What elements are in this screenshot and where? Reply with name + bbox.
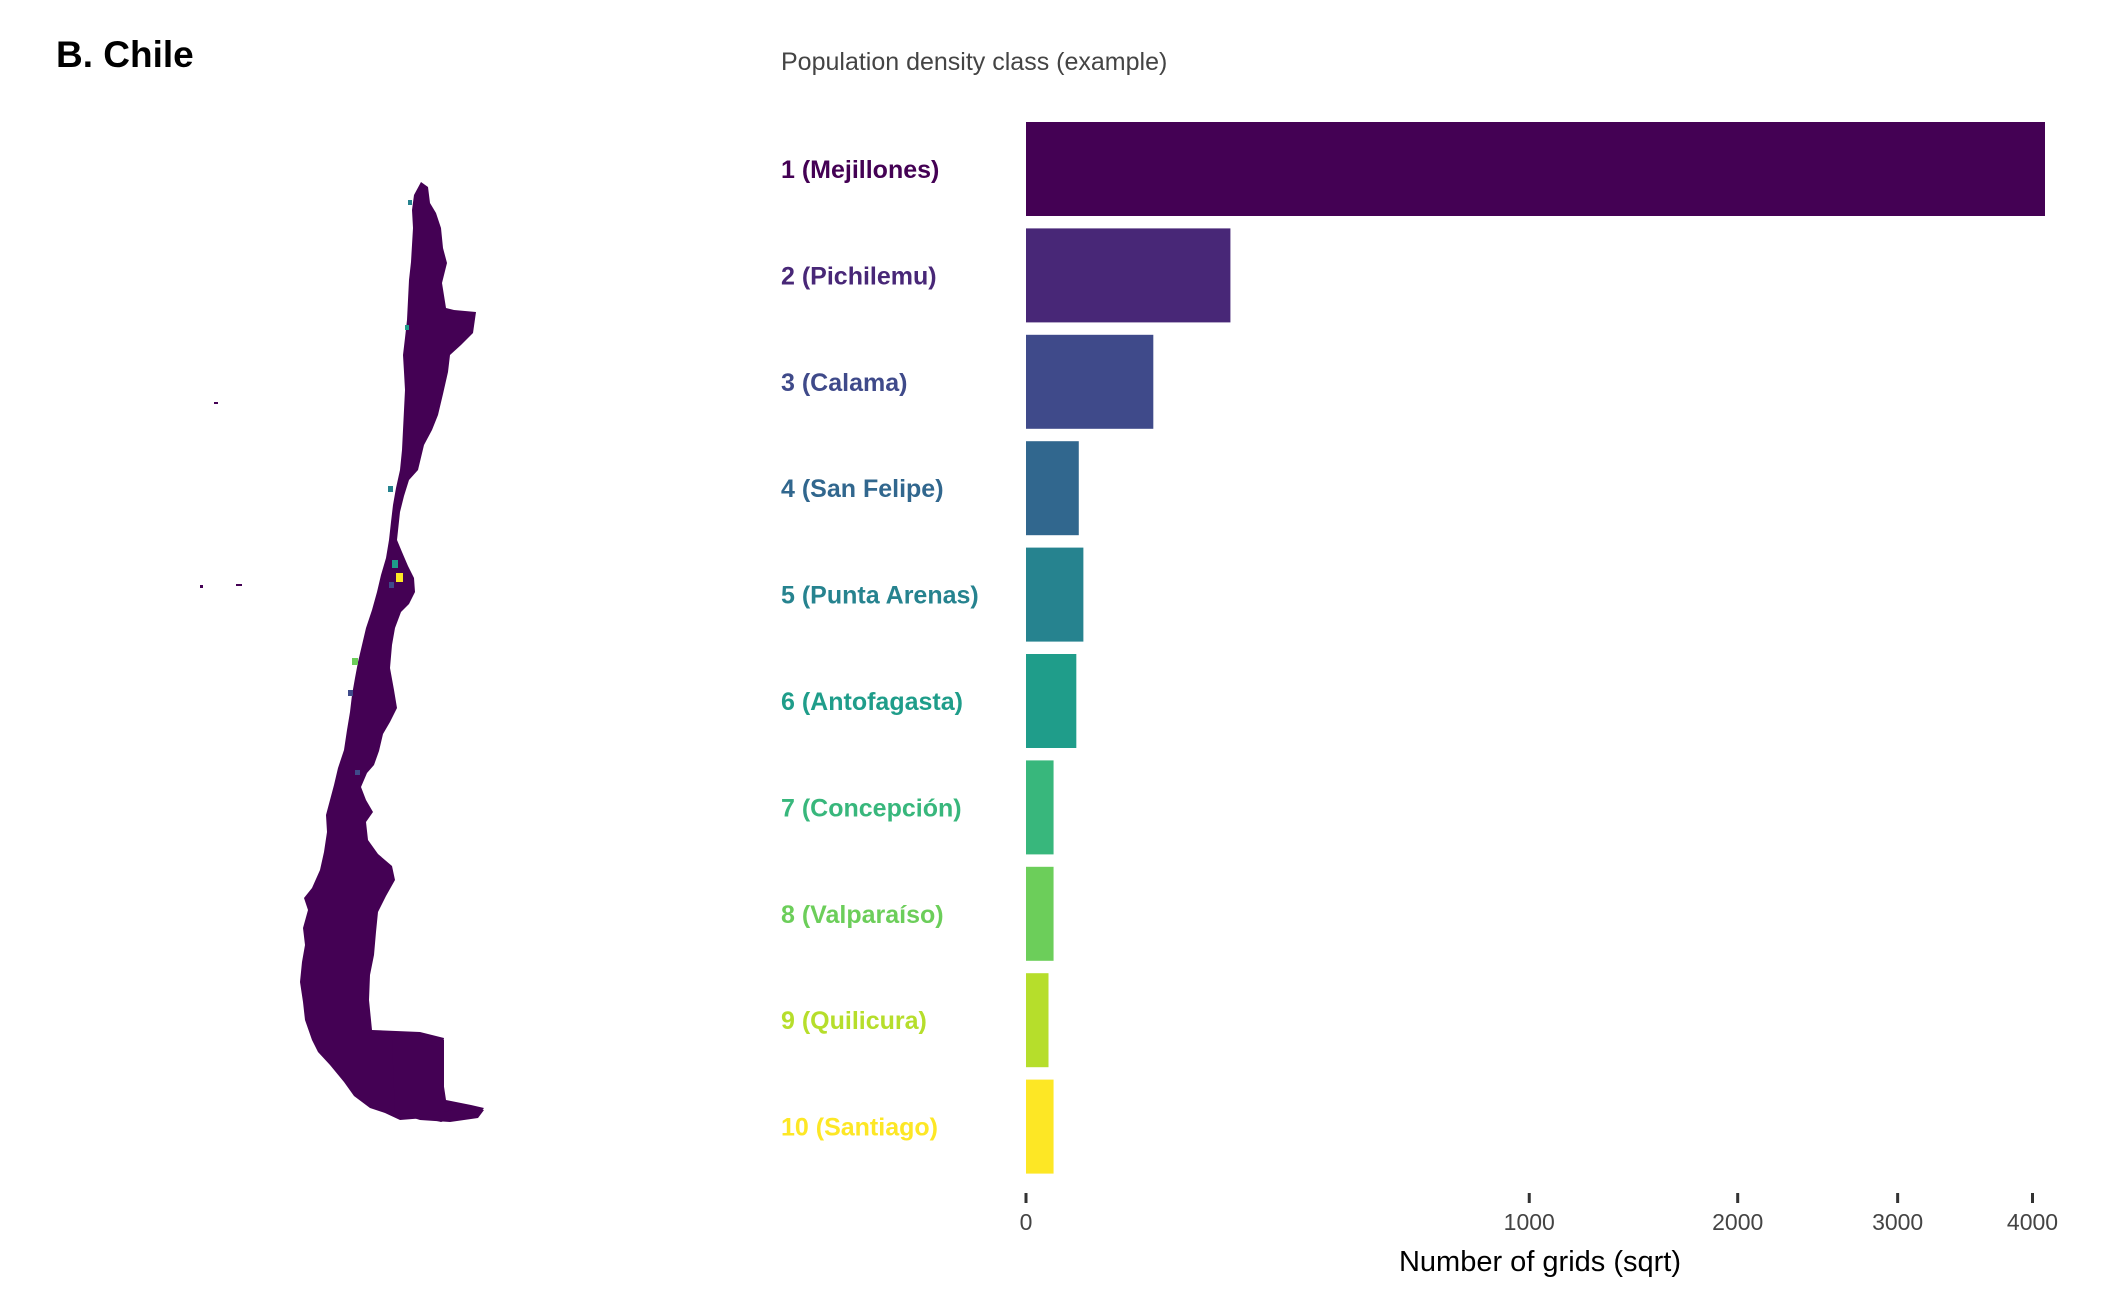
- category-label-4: 4 (San Felipe): [781, 475, 944, 503]
- category-label-3: 3 (Calama): [781, 369, 907, 397]
- tierra-del-fuego: [392, 1040, 484, 1122]
- bar-2: [1026, 228, 1231, 323]
- x-tick-label-3: 3000: [1872, 1209, 1923, 1235]
- chart-title: Population density class (example): [781, 48, 1167, 76]
- x-tick-label-1: 1000: [1504, 1209, 1555, 1235]
- map-mainland: [300, 182, 484, 1122]
- chile-outline: [300, 182, 484, 1122]
- category-label-1: 1 (Mejillones): [781, 156, 939, 184]
- bar-8: [1026, 866, 1054, 961]
- bar-1: [1026, 122, 2045, 216]
- bar-5: [1026, 547, 1084, 642]
- x-tick-label-2: 2000: [1712, 1209, 1763, 1235]
- bar-7: [1026, 760, 1054, 855]
- category-label-9: 9 (Quilicura): [781, 1007, 927, 1035]
- bar-10: [1026, 1079, 1054, 1174]
- category-labels: 1 (Mejillones) 2 (Pichilemu) 3 (Calama) 4 (…: [781, 156, 979, 1142]
- chile-map: [200, 182, 484, 1122]
- bar-9: [1026, 973, 1049, 1068]
- category-label-5: 5 (Punta Arenas): [781, 582, 979, 610]
- map-density-cells: [348, 200, 412, 775]
- x-axis-title: Number of grids (sqrt): [1399, 1246, 1681, 1278]
- x-tick-label-4: 4000: [2007, 1209, 2058, 1235]
- x-axis: 0 1000 2000 3000 4000: [1020, 1193, 2058, 1235]
- bar-3: [1026, 334, 1154, 429]
- map-islands: [200, 402, 242, 588]
- category-label-10: 10 (Santiago): [781, 1114, 938, 1142]
- bar-6: [1026, 654, 1077, 748]
- bars-group: [1026, 122, 2045, 1174]
- category-label-2: 2 (Pichilemu): [781, 262, 937, 290]
- category-label-8: 8 (Valparaíso): [781, 901, 944, 929]
- bar-4: [1026, 441, 1079, 536]
- x-tick-label-0: 0: [1020, 1209, 1033, 1235]
- category-label-7: 7 (Concepción): [781, 794, 962, 822]
- category-label-6: 6 (Antofagasta): [781, 688, 963, 716]
- panel-title: B. Chile: [56, 34, 194, 75]
